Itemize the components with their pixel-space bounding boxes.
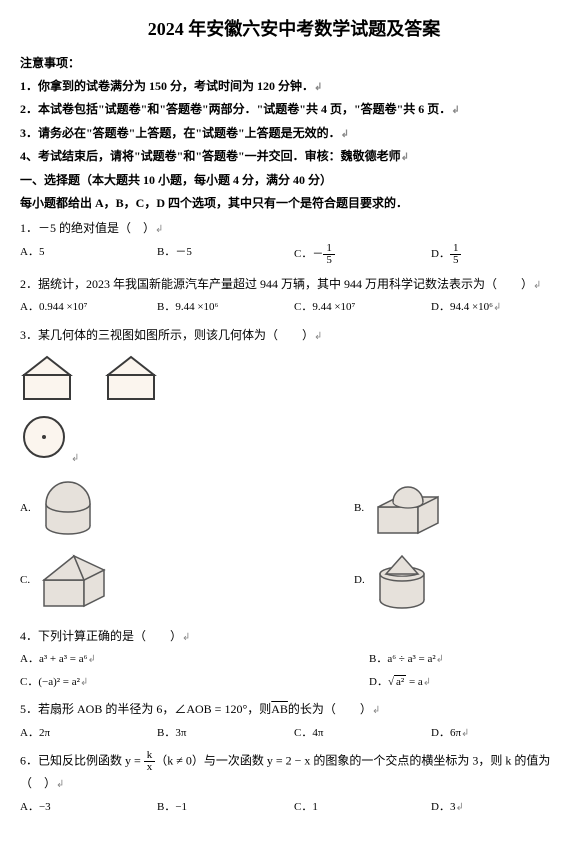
q3-opt-c-icon <box>38 550 110 612</box>
q4-opt-d: D．√a² = a↲ <box>369 673 568 692</box>
q4-opt-c: C．(−a)² = a²↲ <box>20 673 219 692</box>
q6-opt-c: C．1 <box>294 798 431 817</box>
notice-header: 注意事项： <box>20 53 568 73</box>
q3-opt-a: A. <box>20 478 234 540</box>
q1-opt-d: D．15 <box>431 243 568 266</box>
q3-side-view-icon <box>104 351 158 403</box>
q2-opt-d: D．94.4 ×10⁶↲ <box>431 298 568 317</box>
q6-opt-a: A．−3 <box>20 798 157 817</box>
q3-views-row <box>20 351 568 403</box>
q3-top-view-icon: ↲ <box>20 413 568 467</box>
q4-opt-b: B．a⁶ ÷ a³ = a²↲ <box>369 650 568 669</box>
notice-4: 4、考试结束后，请将"试题卷"和"答题卷"一并交回．审核：魏敬德老师↲ <box>20 146 568 166</box>
q2-opt-b: B．9.44 ×10⁶ <box>157 298 294 317</box>
notice-1: 1．你拿到的试卷满分为 150 分，考试时间为 120 分钟．↲ <box>20 76 568 96</box>
q5-options: A．2π B．3π C．4π D．6π↲ <box>20 724 568 743</box>
doc-title: 2024 年安徽六安中考数学试题及答案 <box>20 14 568 45</box>
q2-opt-c: C．9.44 ×10⁷ <box>294 298 431 317</box>
q3-opt-d-icon <box>373 550 431 612</box>
q4-text: 4．下列计算正确的是（ ）↲ <box>20 626 568 646</box>
q5-text: 5．若扇形 AOB 的半径为 6，∠AOB = 120°，则AB的长为（ ）↲ <box>20 699 568 719</box>
q6-text: 6．已知反比例函数 y = kx（k ≠ 0）与一次函数 y = 2 − x 的… <box>20 750 568 793</box>
q6-opt-b: B．−1 <box>157 798 294 817</box>
q1-opt-b: B．－5 <box>157 243 294 266</box>
q2-opt-a: A．0.944 ×10⁷ <box>20 298 157 317</box>
q4-options: A．a³ + a³ = a⁶↲ B．a⁶ ÷ a³ = a²↲ C．(−a)² … <box>20 650 568 691</box>
section-1-header: 一、选择题（本大题共 10 小题，每小题 4 分，满分 40 分） <box>20 170 568 190</box>
q3-opt-b-icon <box>372 479 444 539</box>
notice-3: 3．请务必在"答题卷"上答题，在"试题卷"上答题是无效的．↲ <box>20 123 568 143</box>
q2-text: 2．据统计，2023 年我国新能源汽车产量超过 944 万辆，其中 944 万用… <box>20 274 568 294</box>
q3-opt-d: D. <box>354 550 568 612</box>
q3-options: A. B. C. D. <box>20 478 568 612</box>
notice-2: 2．本试卷包括"试题卷"和"答题卷"两部分．"试题卷"共 4 页，"答题卷"共 … <box>20 99 568 119</box>
q3-front-view-icon <box>20 351 74 403</box>
q1-opt-a: A．5 <box>20 243 157 266</box>
q3-opt-a-icon <box>39 478 97 540</box>
q1-text: 1．－5 的绝对值是（ ）↲ <box>20 218 568 238</box>
q1-options: A．5 B．－5 C．－15 D．15 <box>20 243 568 266</box>
q5-opt-d: D．6π↲ <box>431 724 568 743</box>
q3-opt-c: C. <box>20 550 234 612</box>
q4-opt-a: A．a³ + a³ = a⁶↲ <box>20 650 219 669</box>
q5-opt-c: C．4π <box>294 724 431 743</box>
q6-options: A．−3 B．−1 C．1 D．3↲ <box>20 798 568 817</box>
q3-text: 3．某几何体的三视图如图所示，则该几何体为（ ）↲ <box>20 325 568 345</box>
q5-opt-a: A．2π <box>20 724 157 743</box>
q3-opt-b: B. <box>354 479 568 539</box>
q2-options: A．0.944 ×10⁷ B．9.44 ×10⁶ C．9.44 ×10⁷ D．9… <box>20 298 568 317</box>
q5-opt-b: B．3π <box>157 724 294 743</box>
section-1-sub: 每小题都给出 A，B，C，D 四个选项，其中只有一个是符合题目要求的． <box>20 193 568 213</box>
q1-opt-c: C．－15 <box>294 243 431 266</box>
q6-opt-d: D．3↲ <box>431 798 568 817</box>
